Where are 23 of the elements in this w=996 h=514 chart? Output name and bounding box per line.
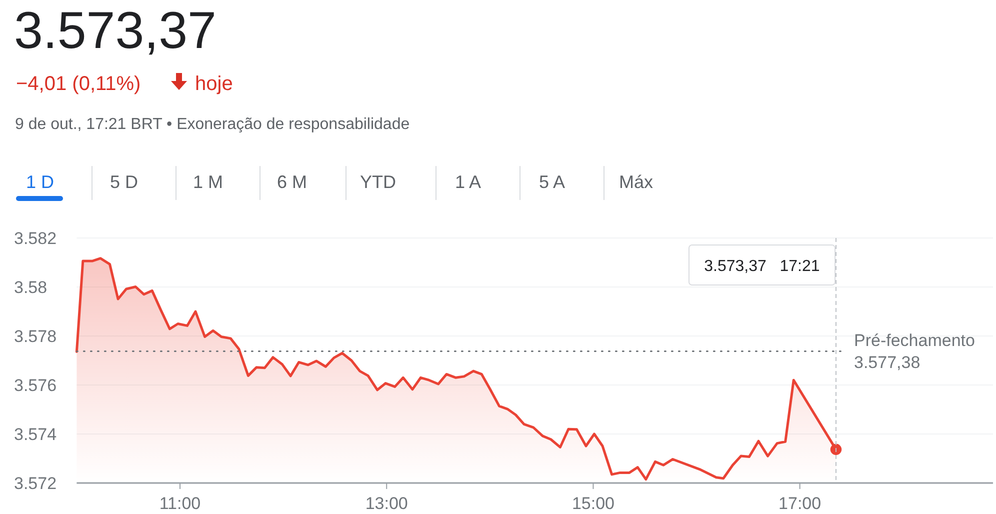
- chart-title: 3.573,37: [14, 2, 216, 60]
- text: 9 de out., 17:21 BRT • Exoneração de responsabilidade: [15, 116, 410, 133]
- x-tick-label: 13:00: [365, 494, 408, 513]
- x-tick-label: 15:00: [572, 494, 614, 513]
- annotation: 3.573,37 17:21: [704, 258, 820, 275]
- text: 1 D: [26, 172, 54, 192]
- text: 1 M: [192, 172, 224, 192]
- text: −4,01 (0,11%) hoje: [16, 73, 233, 95]
- y-tick-label: 3.576: [14, 376, 57, 395]
- y-tick-label: 3.582: [14, 228, 57, 248]
- y-tick-label: 3.574: [14, 424, 57, 444]
- ref-line-label: Pré-fechamento 3.577,38: [854, 331, 975, 372]
- text: Máx: [618, 172, 654, 192]
- text: YTD: [360, 172, 396, 192]
- text: 5 D: [110, 172, 138, 192]
- text: 6 M: [276, 172, 308, 192]
- text: 5 A: [538, 172, 566, 192]
- text: 1 A: [454, 172, 482, 192]
- y-tick-label: 3.578: [14, 326, 57, 346]
- x-tick-label: 17:00: [778, 494, 822, 513]
- y-tick-label: 3.572: [14, 474, 57, 493]
- y-tick-label: 3.58: [14, 278, 48, 297]
- x-tick-label: 11:00: [159, 494, 201, 513]
